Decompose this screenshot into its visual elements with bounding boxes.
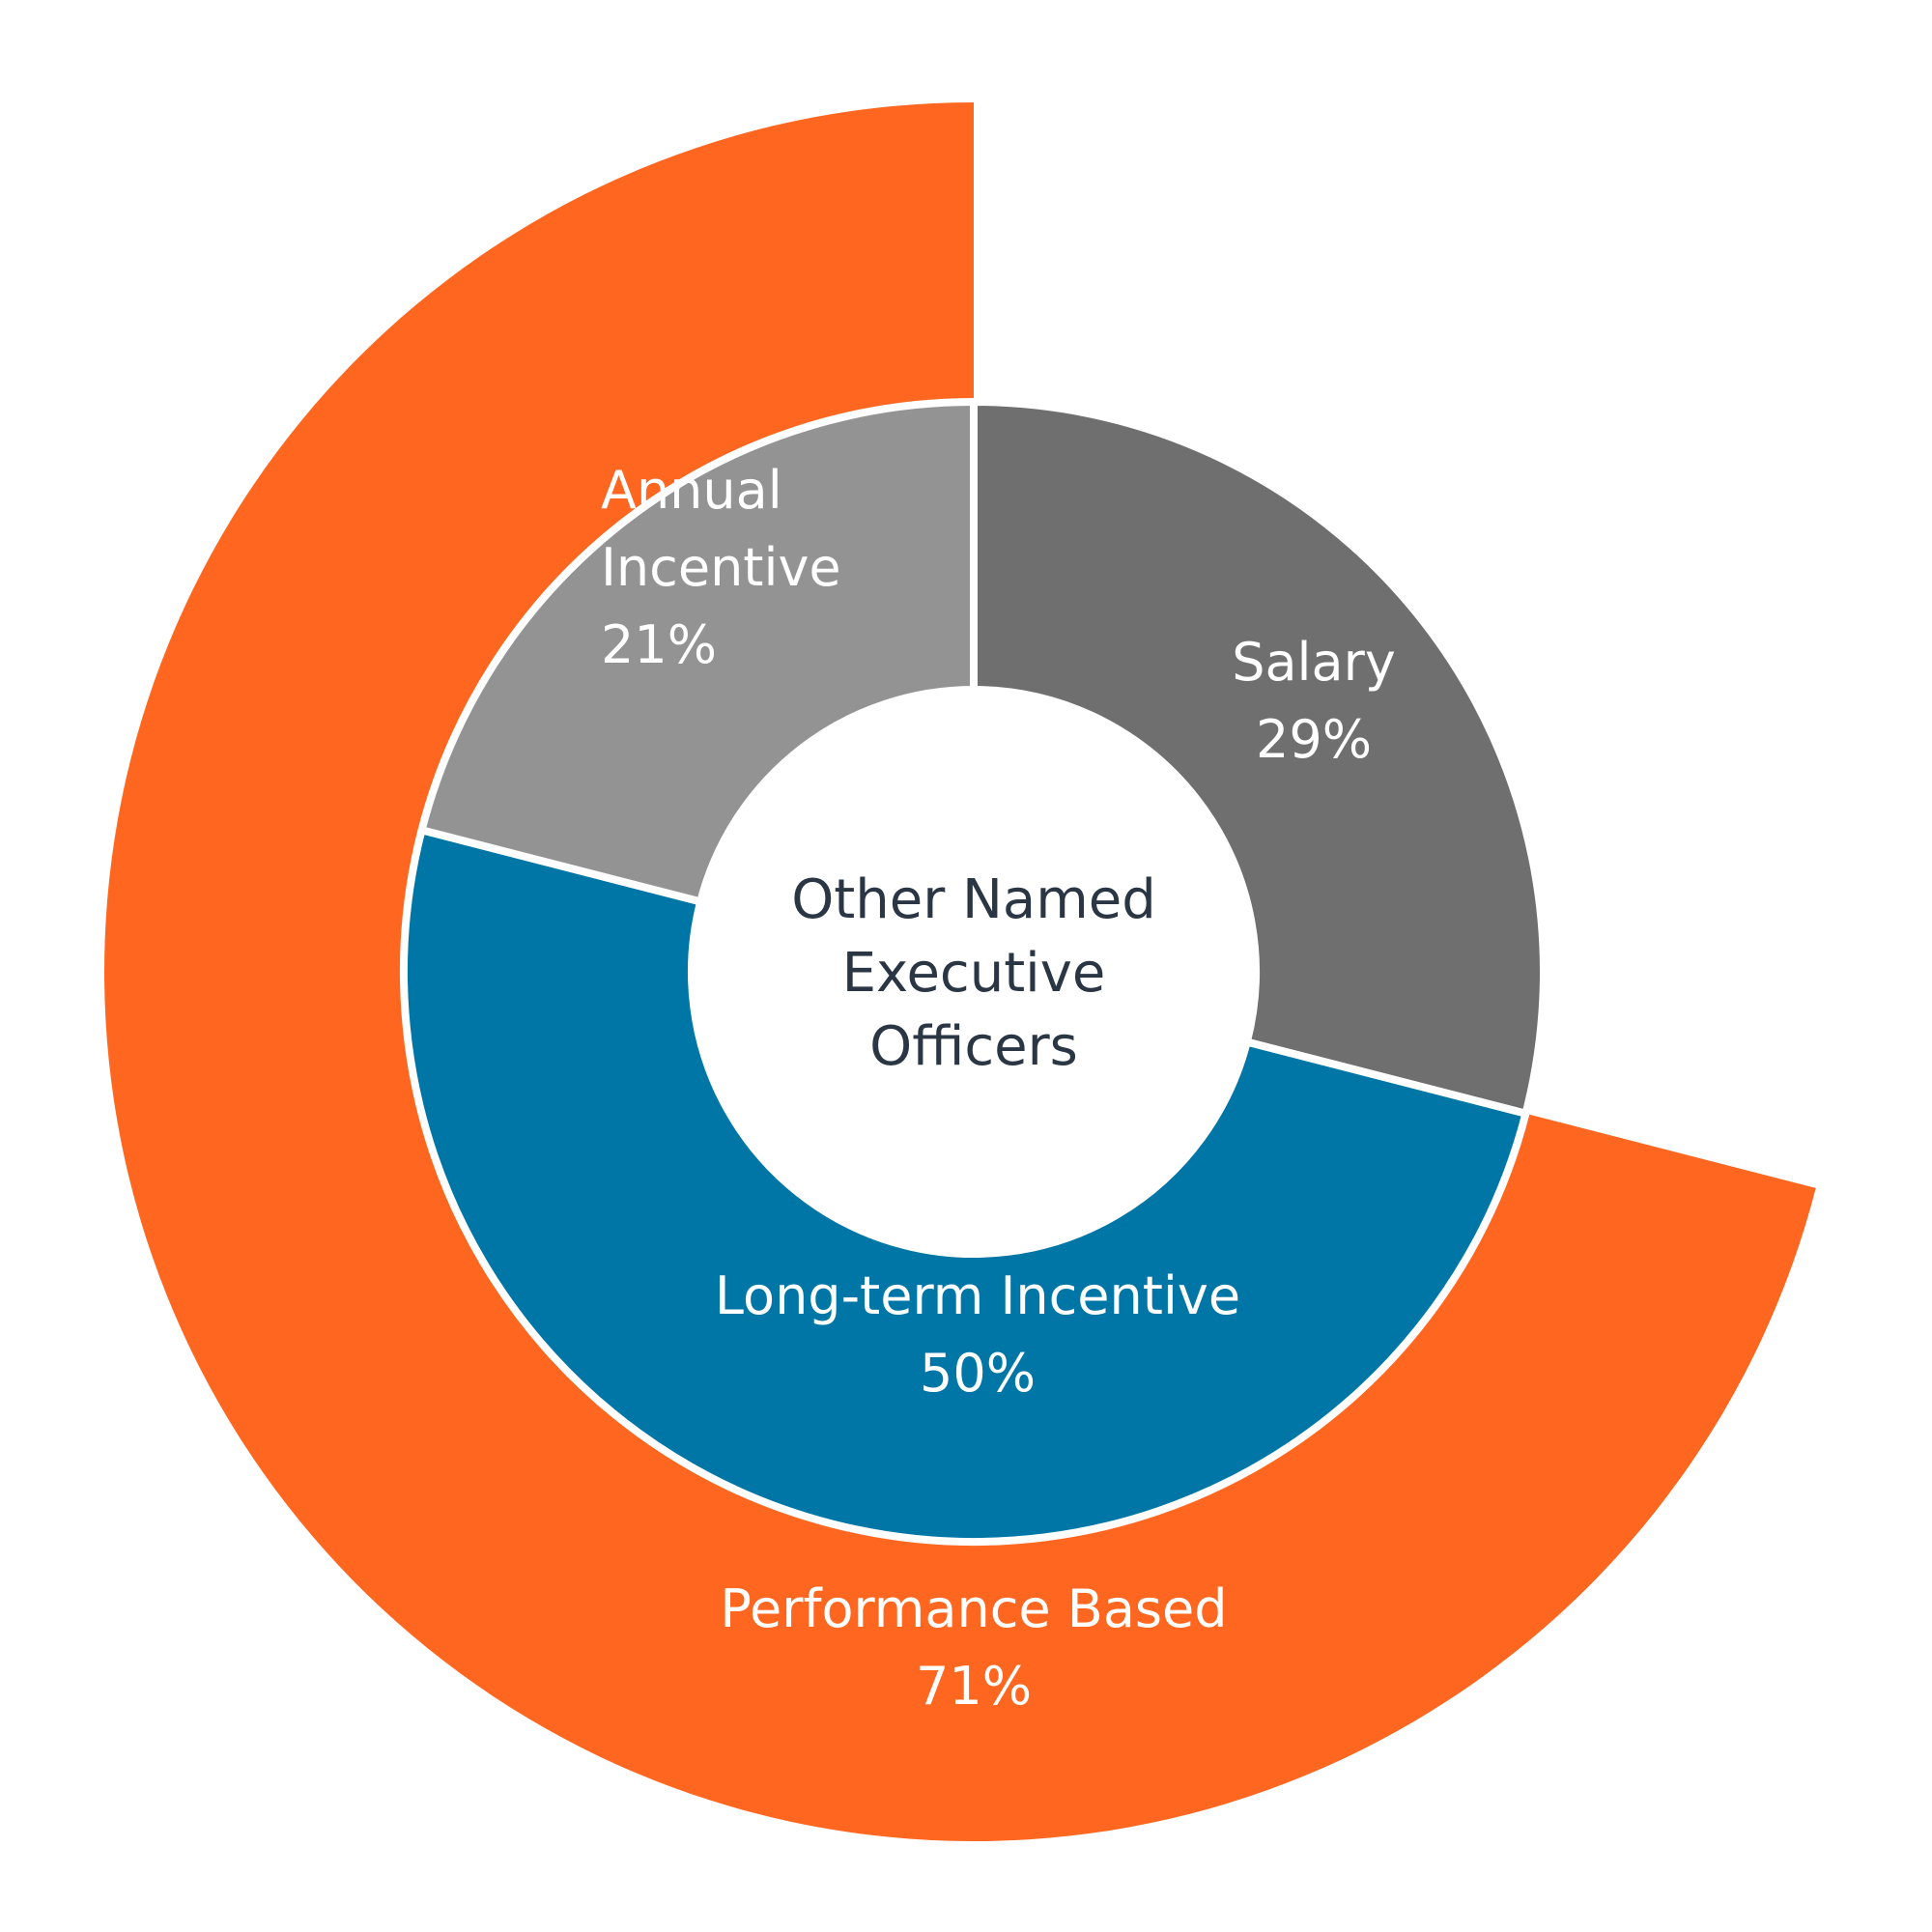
inner-segment-long-term-incentive (404, 830, 1525, 1542)
label-salary: Salary 29% (1232, 632, 1396, 770)
label-long-term-incentive: Long-term Incentive 50% (715, 1265, 1240, 1404)
inner-segment-annual-incentive (417, 398, 978, 906)
label-annual-incentive: Annual Incentive 21% (601, 460, 841, 675)
inner-segment-salary (970, 398, 1548, 1118)
inner-ring (404, 398, 1548, 1542)
outer-ring (104, 102, 1816, 1841)
outer-segment-performance-based (104, 102, 1816, 1841)
center-label: Other Named Executive Officers (791, 868, 1156, 1078)
label-performance-based: Performance Based 71% (720, 1578, 1227, 1717)
segment-labels: Salary 29% Long-term Incentive 50% Annual Inc… (601, 460, 1396, 1717)
